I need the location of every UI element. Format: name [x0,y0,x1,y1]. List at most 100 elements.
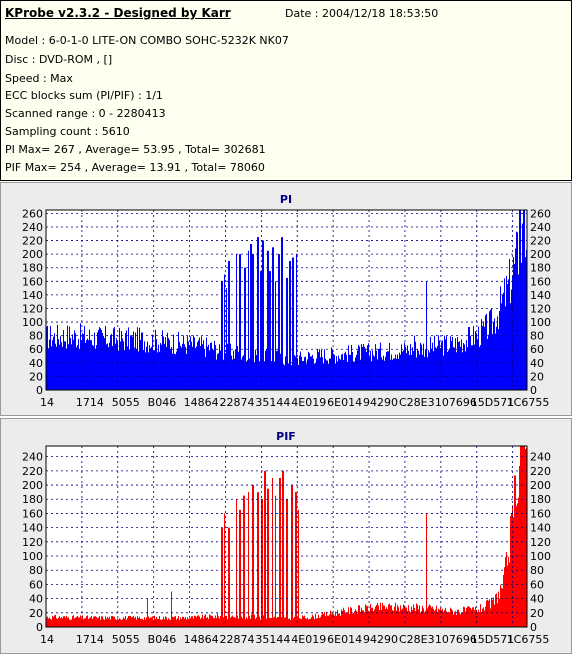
pi-ytick-left: 120 [22,302,43,315]
pi-xtick: 5055 [112,396,140,409]
pif-xtick: 1C6755 [507,633,550,646]
pif-ytick-left: 0 [36,621,43,634]
pi-ytick-right: 140 [530,289,551,302]
pi-stats-line: PI Max= 267 , Average= 53.95 , Total= 30… [5,143,266,156]
pif-stats-line: PIF Max= 254 , Average= 13.91 , Total= 7… [5,161,265,174]
disc-line: Disc : DVD-ROM , [] [5,53,113,66]
pif-xtick: 14864 [184,633,219,646]
pi-ytick-left: 220 [22,235,43,248]
pi-ytick-right: 260 [530,207,551,220]
pi-ytick-left: 100 [22,316,43,329]
pi-chart-title: PI [279,193,293,206]
pi-bars [46,210,527,390]
pi-xtick: B046 [148,396,177,409]
pi-ytick-right: 240 [530,221,551,234]
pif-ytick-right: 140 [530,522,551,535]
pif-frame [45,445,528,628]
pi-xtick: 1C6755 [507,396,550,409]
pif-xtick: 15D571 [471,633,514,646]
pi-ytick-right: 160 [530,275,551,288]
pi-xtick: 107696 [435,396,477,409]
scan-date: Date : 2004/12/18 18:53:50 [285,7,439,20]
pif-ytick-right: 20 [530,607,544,620]
pi-ytick-right: 20 [530,370,544,383]
pif-ytick-left: 120 [22,536,43,549]
pif-ytick-right: 160 [530,507,551,520]
pi-xtick: 22874 [219,396,254,409]
pif-ytick-left: 240 [22,451,43,464]
sampling-line: Sampling count : 5610 [5,125,130,138]
pif-ytick-right: 180 [530,493,551,506]
pi-xtick: 14 [40,396,54,409]
info-panel: KProbe v2.3.2 - Designed by Karr Date : … [0,0,572,181]
pi-ytick-left: 140 [22,289,43,302]
pi-ytick-left: 20 [29,370,43,383]
pif-ytick-right: 240 [530,451,551,464]
pi-xtick: 4E019 [291,396,326,409]
pif-ytick-left: 140 [22,522,43,535]
pi-xtick: 94290 [363,396,398,409]
pif-ytick-left: 100 [22,550,43,563]
pi-ytick-left: 240 [22,221,43,234]
pif-xtick: 107696 [435,633,477,646]
pi-ytick-right: 180 [530,262,551,275]
model-line: Model : 6-0-1-0 LITE-ON COMBO SOHC-5232K… [5,34,289,47]
pi-ytick-left: 60 [29,343,43,356]
pif-xtick: 6E014 [327,633,362,646]
ecc-line: ECC blocks sum (PI/PIF) : 1/1 [5,89,163,102]
pif-ytick-left: 40 [29,593,43,606]
pi-xtick: 35144 [255,396,290,409]
pif-xtick: 94290 [363,633,398,646]
pif-ytick-left: 160 [22,507,43,520]
pif-xtick: 4E019 [291,633,326,646]
pi-ytick-left: 260 [22,207,43,220]
pif-ytick-left: 180 [22,493,43,506]
pif-xtick: 35144 [255,633,290,646]
app-title: KProbe v2.3.2 - Designed by Karr [5,6,231,20]
pif-ytick-right: 40 [530,593,544,606]
pif-ytick-right: 80 [530,564,544,577]
pif-ytick-left: 20 [29,607,43,620]
pi-ytick-right: 60 [530,343,544,356]
pif-ytick-right: 60 [530,578,544,591]
pif-ytick-right: 100 [530,550,551,563]
pi-ytick-left: 40 [29,357,43,370]
pi-ytick-right: 120 [530,302,551,315]
pif-ytick-right: 120 [530,536,551,549]
pi-ytick-right: 80 [530,330,544,343]
pif-xtick: 14 [40,633,54,646]
pif-ytick-right: 220 [530,465,551,478]
pi-ytick-left: 180 [22,262,43,275]
pi-xtick: 1714 [76,396,104,409]
pif-xtick: 22874 [219,633,254,646]
pif-chart-title: PIF [276,430,296,443]
pif-chart-panel: PIF 0 0 20 20 40 40 60 60 80 80 100 100 120 120 140 140… [0,418,572,654]
range-line: Scanned range : 0 - 2280413 [5,107,166,120]
pif-ytick-right: 200 [530,479,551,492]
pi-xtick: 15D571 [471,396,514,409]
pi-ytick-left: 160 [22,275,43,288]
pi-ytick-right: 0 [530,384,537,397]
pif-xtick: 5055 [112,633,140,646]
pif-xtick: 1714 [76,633,104,646]
pi-ytick-left: 0 [36,384,43,397]
pif-xtick: B046 [148,633,177,646]
pi-ytick-right: 100 [530,316,551,329]
pi-ytick-right: 220 [530,235,551,248]
pi-xtick: 6E014 [327,396,362,409]
pi-chart-panel: PI 0 0 20 20 40 40 60 60 80 80 100 100 120 120 140 140 1… [0,182,572,416]
pif-xtick: C28E3 [399,633,435,646]
pif-ytick-right: 0 [530,621,537,634]
pi-frame [45,209,528,391]
pi-ytick-right: 200 [530,248,551,261]
pif-ytick-left: 80 [29,564,43,577]
pif-ytick-left: 200 [22,479,43,492]
pi-ytick-left: 200 [22,248,43,261]
pi-xtick: 14864 [184,396,219,409]
pif-ytick-left: 220 [22,465,43,478]
pi-xtick: C28E3 [399,396,435,409]
pi-ytick-left: 80 [29,330,43,343]
pi-ytick-right: 40 [530,357,544,370]
